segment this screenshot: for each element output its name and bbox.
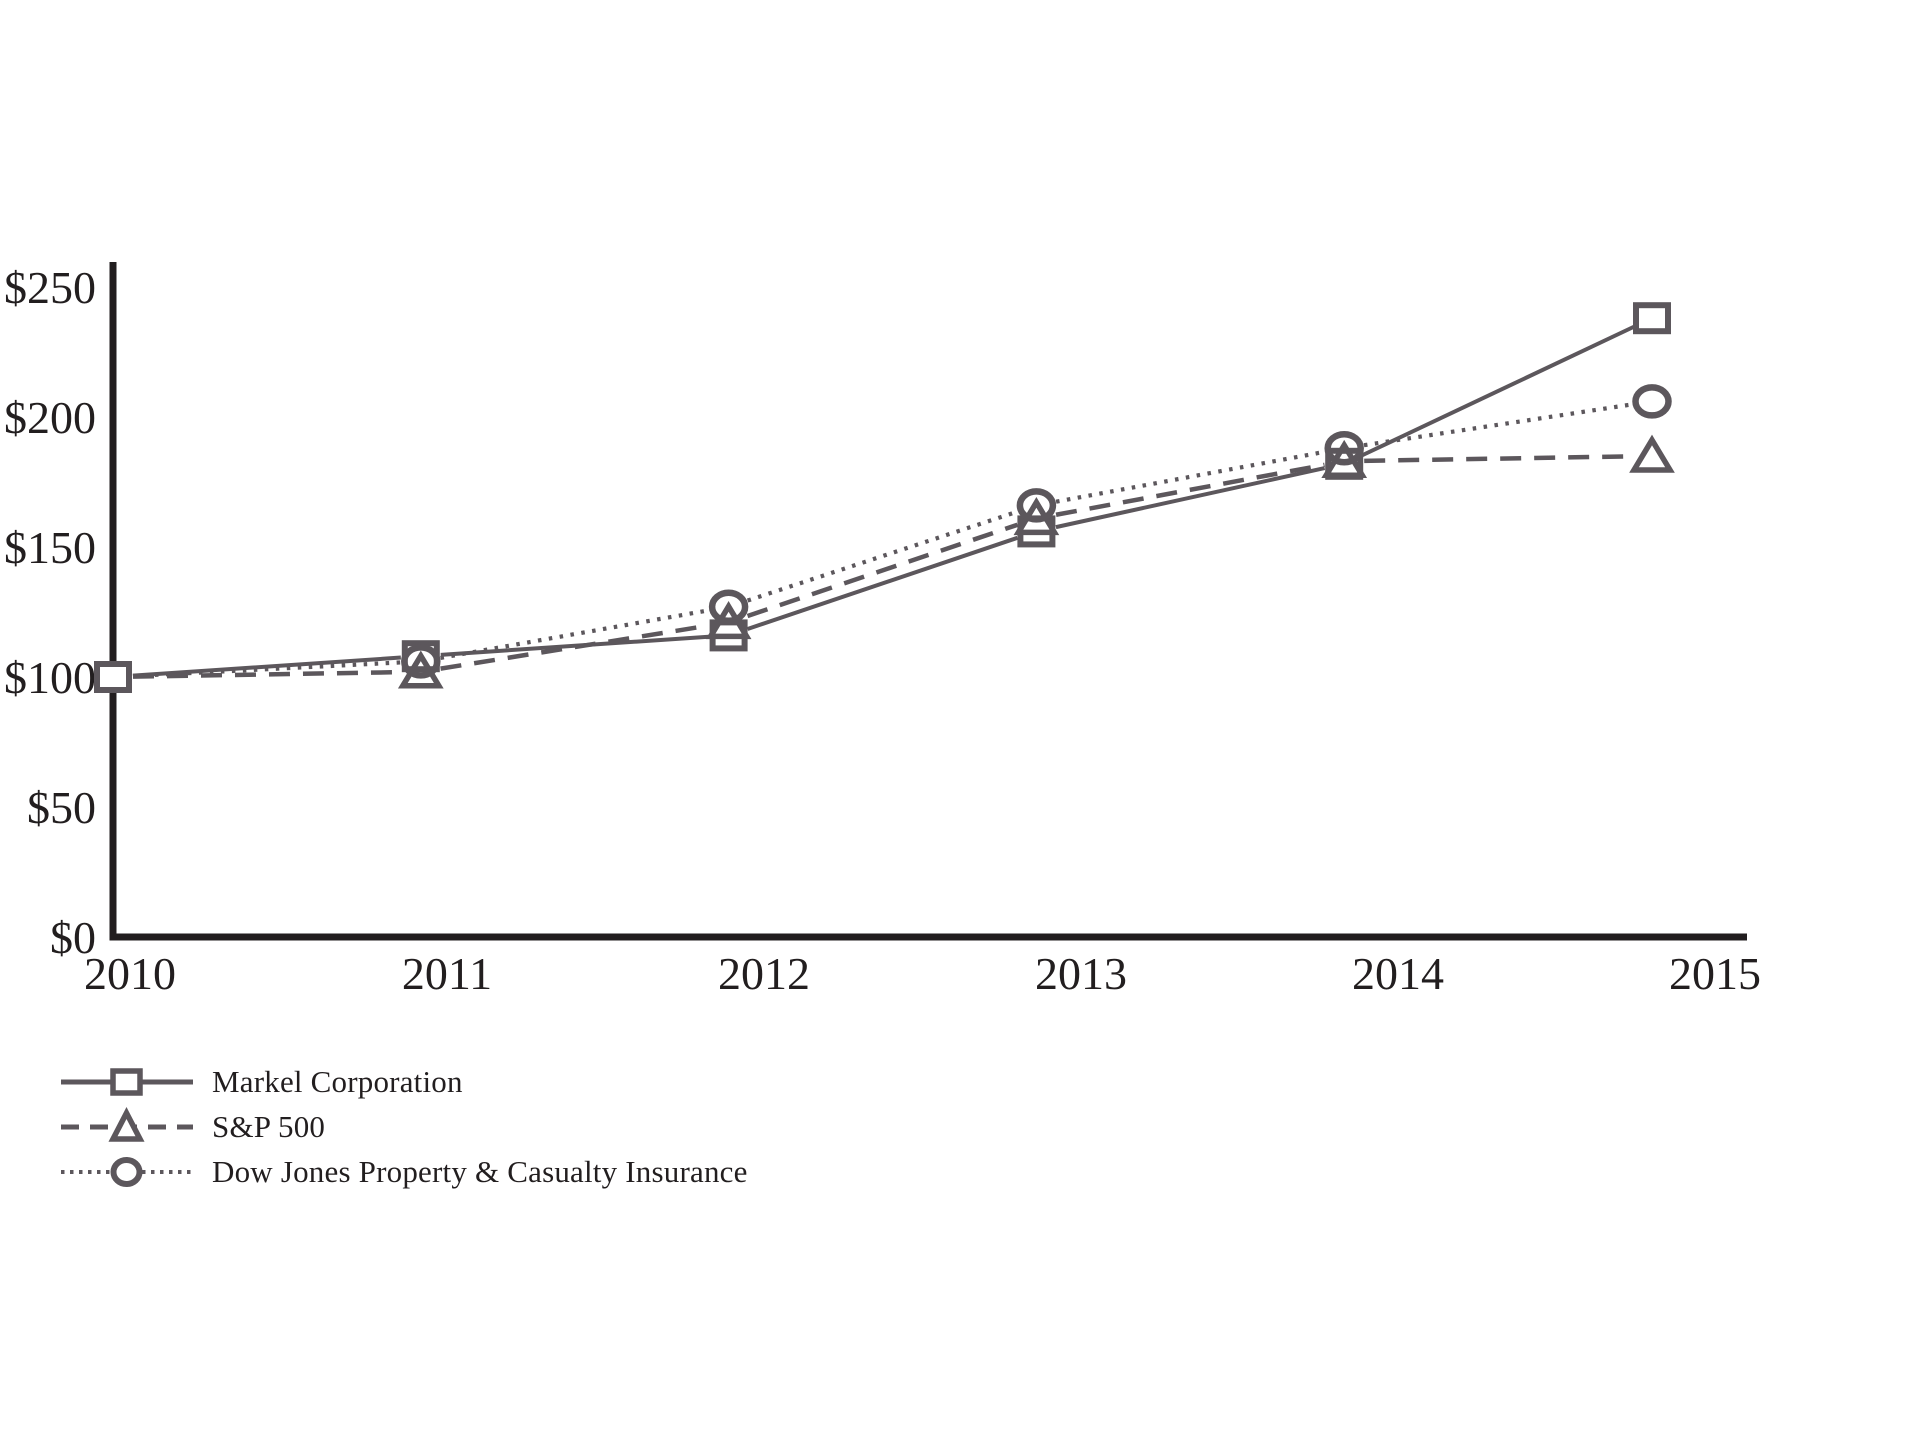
y-tick-label: $50: [27, 782, 96, 833]
x-tick-label: 2015: [1669, 948, 1761, 999]
legend: Markel Corporation S&P 500 Dow Jones Pro…: [57, 1059, 748, 1194]
dotted-line-circle-marker-icon: [61, 1156, 193, 1187]
legend-item-dowjones-pc: Dow Jones Property & Casualty Insurance: [57, 1149, 748, 1194]
solid-series-line-segment: [132, 655, 401, 678]
dotted-series-line-segment: [1363, 402, 1633, 448]
dashed-series-line-segment: [440, 623, 710, 671]
circle-marker-icon: [1632, 384, 1672, 419]
x-tick-label: 2014: [1352, 948, 1444, 999]
triangle-marker-icon: [1629, 434, 1675, 473]
dotted-series-line-segment: [746, 509, 1019, 603]
legend-item-markel: Markel Corporation: [57, 1059, 748, 1104]
legend-label-sp500: S&P 500: [212, 1108, 326, 1144]
dotted-series-line-segment: [132, 660, 401, 679]
solid-series-line-segment: [1361, 324, 1635, 458]
y-tick-label: $0: [50, 912, 96, 963]
dashed-line-triangle-marker-icon: [61, 1106, 193, 1142]
dotted-series-line-segment: [440, 608, 710, 660]
solid-series-line-segment: [1055, 466, 1326, 530]
dashed-series-line-segment: [1364, 454, 1633, 464]
dashed-series-line-segment: [746, 522, 1019, 619]
square-marker-icon: [1633, 302, 1671, 335]
solid-series-line-segment: [746, 535, 1019, 631]
x-tick-label: 2011: [402, 948, 492, 999]
y-tick-label: $200: [4, 392, 96, 443]
legend-item-sp500: S&P 500: [57, 1104, 748, 1149]
dashed-series-line-segment: [1055, 462, 1325, 517]
circle-marker-icon: [708, 589, 749, 625]
dotted-series-line-segment: [1055, 449, 1325, 504]
dashed-series-line-segment: [132, 669, 401, 679]
circle-marker-icon: [401, 644, 441, 679]
y-tick-label: $250: [4, 262, 96, 313]
x-tick-label: 2010: [84, 948, 176, 999]
y-tick-label: $150: [4, 522, 96, 573]
chart-canvas: $0 $50 $100 $150 $200 $250 2010 2011 2012 2013 201…: [4, 262, 1761, 999]
x-tick-label: 2013: [1035, 948, 1127, 999]
legend-label-dowjones-pc: Dow Jones Property & Casualty Insurance: [212, 1153, 748, 1189]
x-tick-label: 2012: [718, 948, 810, 999]
circle-marker-icon: [1016, 488, 1057, 523]
solid-line-square-marker-icon: [61, 1067, 193, 1096]
circle-marker-icon: [1324, 430, 1364, 466]
square-marker-icon: [94, 661, 132, 693]
legend-label-markel: Markel Corporation: [212, 1063, 463, 1099]
y-tick-label: $100: [4, 652, 96, 703]
